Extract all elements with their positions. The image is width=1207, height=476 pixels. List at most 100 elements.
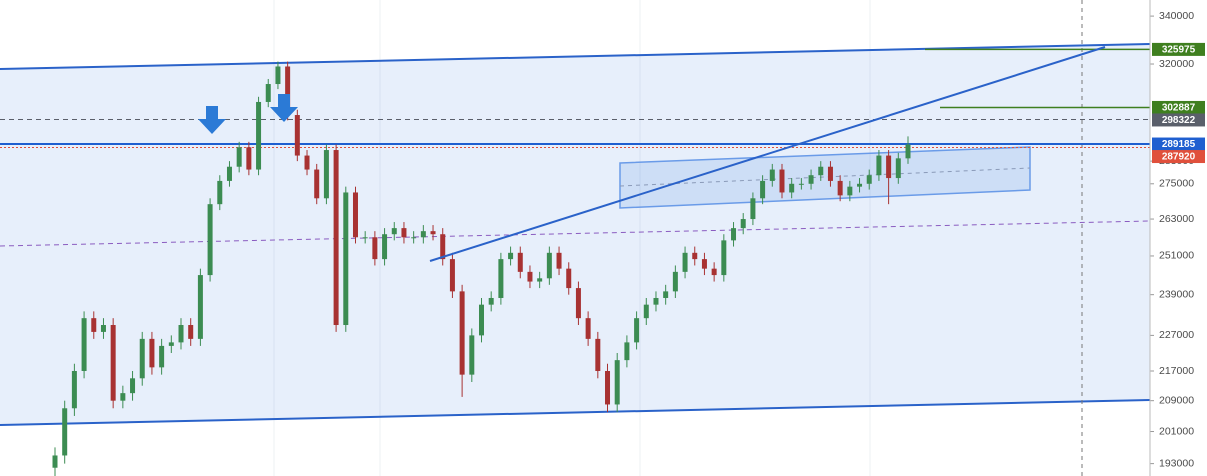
- candle-body: [362, 237, 368, 239]
- candle-body: [217, 180, 223, 205]
- channel-top: [0, 43, 1151, 70]
- candle-body: [159, 345, 165, 368]
- small-channel: [619, 146, 1031, 209]
- price-label-box: [1152, 137, 1205, 151]
- candle-body: [71, 370, 77, 409]
- candle-body: [382, 234, 388, 260]
- price-label: 325975: [1162, 45, 1196, 56]
- candle-body: [837, 180, 843, 196]
- candle-body: [527, 271, 533, 282]
- candle-body: [818, 166, 824, 176]
- candle-body: [517, 252, 523, 272]
- candle-body: [479, 304, 484, 336]
- candle-body: [905, 144, 911, 159]
- candle-body: [566, 268, 572, 289]
- candle-body: [546, 252, 552, 279]
- candle-body: [895, 158, 901, 179]
- candle-body: [605, 370, 611, 405]
- candle-body: [585, 318, 591, 339]
- candle-body: [430, 231, 436, 235]
- candle-body: [798, 183, 804, 185]
- grid: [273, 0, 871, 476]
- candle-body: [323, 150, 329, 199]
- candle-body: [682, 252, 688, 272]
- candle-body: [595, 338, 601, 371]
- candle-body: [391, 228, 397, 235]
- candle-body: [556, 252, 562, 269]
- candle-body: [614, 360, 620, 405]
- candle-body: [779, 169, 785, 193]
- candle-body: [789, 183, 795, 193]
- candle-body: [52, 455, 58, 468]
- candle-body: [827, 166, 833, 181]
- candle-body: [886, 155, 892, 179]
- y-tick-label: 320000: [1159, 58, 1194, 70]
- candle-body: [314, 169, 320, 199]
- candle-body: [401, 228, 407, 238]
- candle-body: [498, 259, 504, 298]
- y-tick-label: 201000: [1159, 425, 1194, 437]
- candle-body: [672, 271, 678, 292]
- price-label-box: [1152, 150, 1205, 164]
- candle-body: [624, 342, 630, 361]
- y-tick-label: 263000: [1159, 213, 1194, 225]
- arrow: [270, 94, 298, 122]
- y-tick-label: 275000: [1159, 178, 1194, 190]
- candle-body: [653, 297, 659, 305]
- candle-body: [100, 325, 106, 332]
- candle-body: [634, 318, 640, 343]
- candle-body: [537, 278, 543, 282]
- candle-body: [275, 66, 281, 85]
- candle-body: [265, 84, 271, 102]
- candle-body: [246, 147, 252, 170]
- arrows: [198, 94, 298, 134]
- candle-body: [294, 115, 300, 156]
- trend-line: [429, 46, 1106, 262]
- candle-body: [731, 228, 737, 241]
- y-tick-label: 209000: [1159, 394, 1194, 406]
- candle-body: [808, 175, 814, 184]
- candle-body: [750, 198, 756, 220]
- candle-body: [62, 408, 68, 456]
- y-tick-label: 193000: [1159, 457, 1194, 469]
- arrow: [198, 106, 226, 134]
- candle-body: [847, 186, 853, 196]
- y-tick-label: 217000: [1159, 365, 1194, 377]
- candle-body: [701, 259, 707, 269]
- candle-body: [343, 192, 349, 326]
- price-label: 289185: [1162, 139, 1196, 150]
- candle-body: [760, 180, 766, 199]
- candle-body: [207, 204, 213, 276]
- candle-body: [372, 237, 378, 260]
- candle-body: [876, 155, 882, 176]
- candle-body: [352, 192, 358, 238]
- candle-body: [488, 297, 494, 305]
- y-tick-label: 239000: [1159, 288, 1194, 300]
- candle-body: [304, 155, 310, 170]
- candle-body: [866, 175, 872, 184]
- candle-body: [139, 338, 145, 379]
- price-label-box: [1152, 42, 1205, 56]
- y-tick-label: 227000: [1159, 329, 1194, 341]
- price-axis: [1150, 0, 1207, 476]
- candle-body: [575, 288, 581, 319]
- channel-bottom: [0, 399, 1151, 426]
- mid-line: [0, 220, 1151, 247]
- candle-body: [149, 338, 155, 368]
- price-label-box: [1152, 100, 1205, 114]
- channel-fill: [0, 44, 1150, 425]
- candle-body: [197, 275, 203, 339]
- candle-body: [420, 231, 426, 238]
- candle-body: [168, 342, 174, 346]
- price-label: 302887: [1162, 103, 1196, 114]
- candle-body: [721, 240, 727, 276]
- candle-body: [188, 325, 194, 339]
- candle-body: [469, 335, 475, 375]
- candle-body: [459, 291, 465, 375]
- candle-body: [333, 150, 339, 326]
- candle-body: [449, 259, 455, 292]
- candle-body: [711, 268, 717, 276]
- y-tick-label: 340000: [1159, 10, 1194, 22]
- candle-body: [91, 318, 97, 332]
